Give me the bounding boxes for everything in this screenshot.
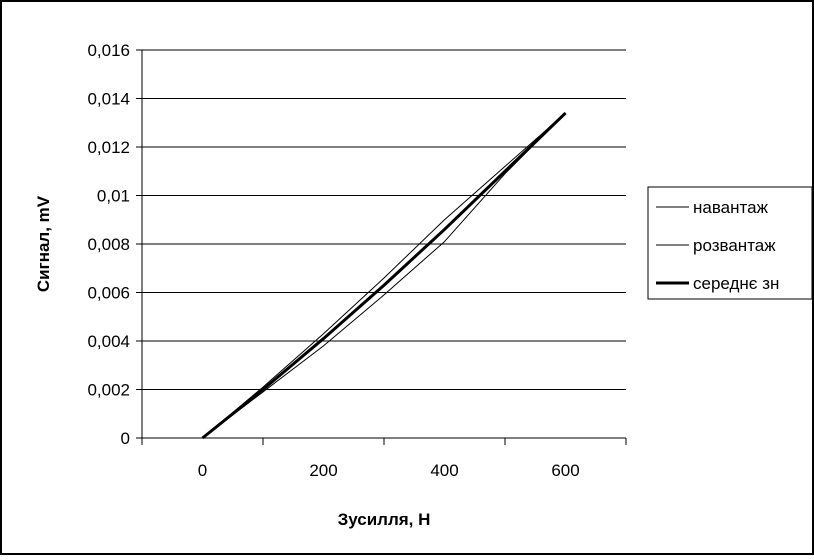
y-tick-label: 0,01 <box>97 187 130 206</box>
series-lines <box>201 111 567 440</box>
y-tick-label: 0,012 <box>87 138 130 157</box>
gridlines <box>142 49 626 390</box>
x-axis-title: Зусилля, Н <box>338 510 431 529</box>
series-line-1 <box>202 112 566 439</box>
y-tick-label: 0 <box>121 429 130 448</box>
y-tick-label: 0,006 <box>87 284 130 303</box>
x-tick-label: 600 <box>551 461 579 480</box>
legend: навантаж розвантаж середнє зн <box>647 186 813 300</box>
y-tick-label: 0,008 <box>87 235 130 254</box>
y-tick-label: 0,016 <box>87 41 130 60</box>
series-line-2 <box>201 111 567 440</box>
x-tick-label: 200 <box>309 461 337 480</box>
x-tick-label: 400 <box>430 461 458 480</box>
legend-box <box>647 186 813 300</box>
axes: 0 0,002 0,004 0,006 0,008 0,01 0,012 0,014 0,016… <box>87 41 627 480</box>
y-tick-label: 0,014 <box>87 90 130 109</box>
y-tick-label: 0,002 <box>87 381 130 400</box>
y-tick-label: 0,004 <box>87 332 130 351</box>
y-axis-title: Сигнал, mV <box>34 195 53 292</box>
legend-label-navantazh: навантаж <box>693 198 769 217</box>
legend-label-rozvantazh: розвантаж <box>693 236 776 255</box>
x-tick-label: 0 <box>198 461 207 480</box>
legend-label-serednie: середнє зн <box>693 274 779 293</box>
series-line-0 <box>202 112 566 439</box>
